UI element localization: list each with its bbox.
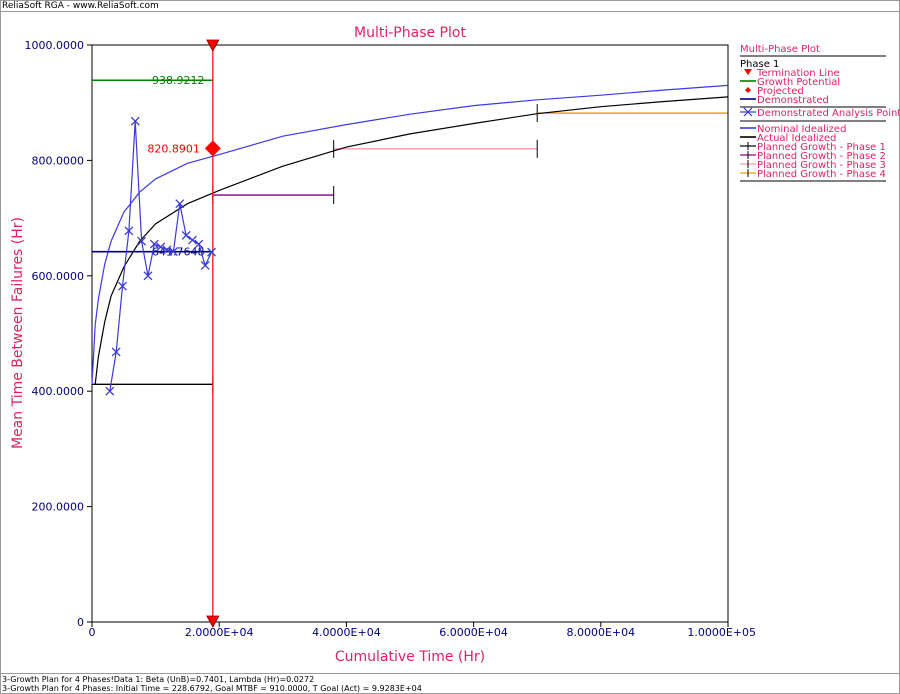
legend-entry: Actual Idealized xyxy=(740,133,836,144)
analysis-point xyxy=(188,235,197,245)
analysis-point-stroke-b xyxy=(143,271,153,281)
legend-label: Planned Growth - Phase 4 xyxy=(757,169,886,180)
x-axis-ticks: 0 2.0000E+04 4.0000E+04 6.0000E+04 8.0000E+0… xyxy=(89,622,756,639)
legend-label: Growth Potential xyxy=(757,77,840,88)
planned-growth-group xyxy=(91,104,729,394)
legend-label: Nominal Idealized xyxy=(757,124,846,135)
legend-entry: Termination Line xyxy=(744,68,840,79)
growth-potential-label: 938.9212 xyxy=(152,74,205,87)
analysis-point-stroke-b xyxy=(111,347,121,357)
y-axis-title: Mean Time Between Failures (Hr) xyxy=(10,217,26,449)
analysis-point xyxy=(181,230,191,240)
analysis-point-stroke-b xyxy=(137,236,147,246)
x-tick-label: 1.0000E+05 xyxy=(687,626,756,639)
x-tick-label: 8.0000E+04 xyxy=(566,626,635,639)
x-axis-title: Cumulative Time (Hr) xyxy=(335,649,485,665)
legend-marker-x-b xyxy=(743,107,753,117)
analysis-point xyxy=(149,239,159,249)
legend-label: Termination Line xyxy=(756,68,840,79)
y-tick-label: 400.0000 xyxy=(32,385,85,398)
analysis-point xyxy=(118,281,127,291)
analysis-point xyxy=(162,245,172,255)
legend-entry: Planned Growth - Phase 2 xyxy=(740,151,886,162)
analysis-point xyxy=(143,271,153,281)
analysis-point-stroke-b xyxy=(156,242,166,252)
legend-entry: Planned Growth - Phase 3 xyxy=(740,160,886,171)
legend-entry: Growth Potential xyxy=(740,77,840,88)
nominal-idealized-curve xyxy=(91,84,729,385)
chart-title: Multi-Phase Plot xyxy=(354,25,466,41)
y-tick-label: 0 xyxy=(77,616,84,629)
legend-label: Projected xyxy=(757,86,804,97)
analysis-point-stroke-b xyxy=(130,116,140,126)
header-divider xyxy=(0,11,900,12)
analysis-point-stroke-b xyxy=(149,239,159,249)
x-tick-label: 0 xyxy=(89,626,96,639)
analysis-points-group xyxy=(105,116,217,396)
legend-entry: Nominal Idealized xyxy=(740,124,846,135)
legend-marker-triangle xyxy=(744,69,752,75)
actual-idealized-curve xyxy=(94,96,729,385)
analysis-point xyxy=(207,247,217,257)
legend-entry: Demonstrated Analysis Points xyxy=(740,107,900,119)
y-tick-label: 600.0000 xyxy=(32,270,85,283)
legend-entry: Planned Growth - Phase 1 xyxy=(740,142,886,153)
termination-marker-bottom xyxy=(206,615,220,628)
projected-point xyxy=(204,140,221,157)
analysis-point xyxy=(200,260,210,270)
analysis-point-stroke-b xyxy=(162,245,172,255)
y-tick-label: 200.0000 xyxy=(32,501,85,514)
analysis-point-stroke-b xyxy=(105,386,115,396)
analysis-point xyxy=(156,242,166,252)
analysis-point-stroke-b xyxy=(207,247,217,257)
analysis-point-stroke-b xyxy=(194,239,204,249)
analysis-point xyxy=(168,247,178,257)
legend-label: Planned Growth - Phase 1 xyxy=(757,142,886,153)
analysis-point xyxy=(105,386,115,396)
analysis-point xyxy=(137,236,147,246)
plot-area xyxy=(91,44,729,623)
analysis-point xyxy=(111,347,121,357)
legend-label: Actual Idealized xyxy=(757,133,836,144)
multi-phase-plot: Multi-Phase Plot 938.9212641.7648820.890… xyxy=(10,25,900,665)
legend-label: Demonstrated xyxy=(757,95,829,106)
legend-entry: Planned Growth - Phase 4 xyxy=(740,169,886,180)
analysis-point-stroke-b xyxy=(175,199,185,209)
projected-label: 820.8901 xyxy=(147,142,200,155)
x-tick-label: 4.0000E+04 xyxy=(312,626,381,639)
analysis-point xyxy=(130,116,140,126)
analysis-point xyxy=(194,239,204,249)
termination-marker-top xyxy=(206,39,220,52)
footer-info-line-1: 3-Growth Plan for 4 Phases!Data 1: Beta … xyxy=(2,675,315,684)
analysis-point-stroke-b xyxy=(200,260,210,270)
analysis-point-stroke-b xyxy=(168,247,178,257)
legend-label: Planned Growth - Phase 2 xyxy=(757,151,886,162)
y-tick-label: 800.0000 xyxy=(32,154,85,167)
idealized-curves-group xyxy=(91,84,729,385)
analysis-point xyxy=(175,199,185,209)
y-tick-label: 1000.0000 xyxy=(25,39,85,52)
analysis-point-stroke-b xyxy=(181,230,191,240)
analysis-point-stroke-b xyxy=(124,226,134,236)
legend-title: Multi-Phase Plot xyxy=(740,44,820,55)
legend-label: Demonstrated Analysis Points xyxy=(757,108,900,119)
legend-marker-diamond xyxy=(745,87,751,93)
footer-divider xyxy=(0,673,900,674)
legend-label: Planned Growth - Phase 3 xyxy=(757,160,886,171)
analysis-point-stroke-b xyxy=(188,235,197,245)
legend-entry: Demonstrated xyxy=(740,95,829,106)
legend-entry: Projected xyxy=(745,86,804,97)
x-tick-label: 2.0000E+04 xyxy=(185,626,254,639)
y-axis-ticks: 0 200.0000 400.0000 600.0000 800.0000 1000.00… xyxy=(25,39,92,629)
header-text: ReliaSoft RGA - www.ReliaSoft.com xyxy=(2,1,159,11)
analysis-point xyxy=(124,226,134,236)
legend-group-label: Phase 1 xyxy=(740,59,779,70)
footer-info-line-2: 3-Growth Plan for 4 Phases: Initial Time… xyxy=(2,684,422,693)
x-tick-label: 6.0000E+04 xyxy=(439,626,508,639)
analysis-point-stroke-b xyxy=(118,281,127,291)
